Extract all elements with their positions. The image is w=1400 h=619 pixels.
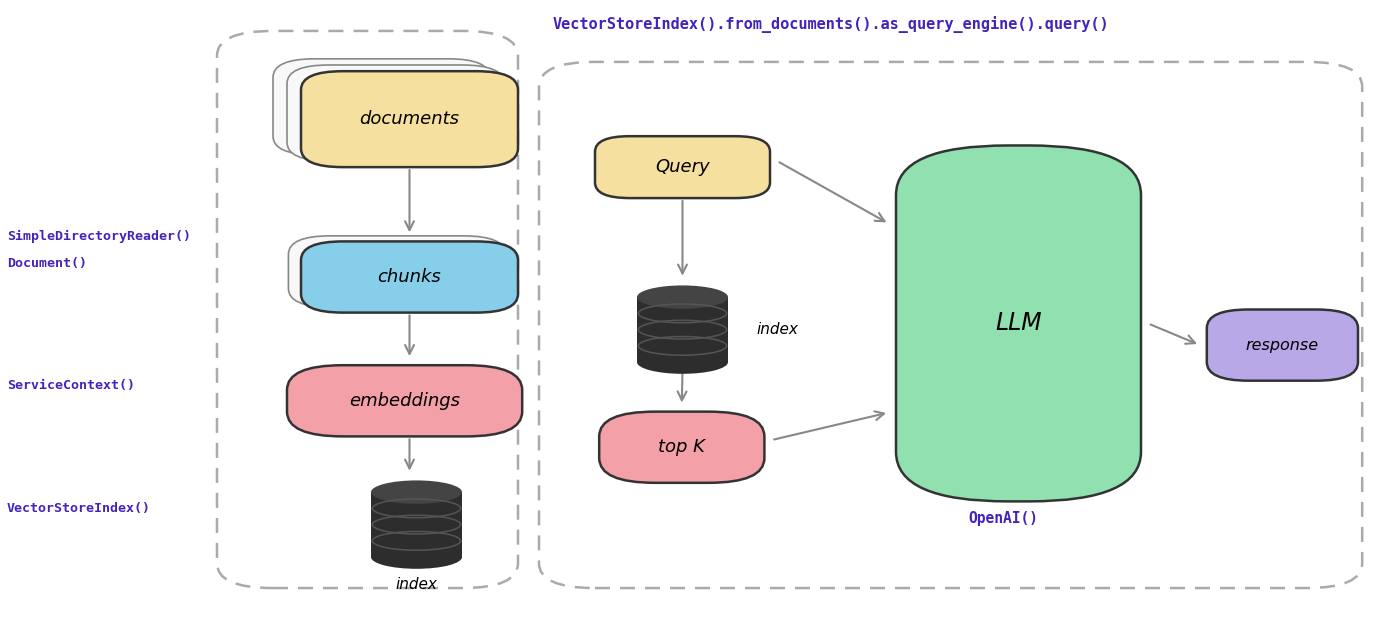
Text: LLM: LLM: [995, 311, 1042, 335]
FancyBboxPatch shape: [595, 136, 770, 198]
Text: SimpleDirectoryReader(): SimpleDirectoryReader(): [7, 230, 190, 243]
Ellipse shape: [637, 350, 728, 374]
Text: VectorStoreIndex(): VectorStoreIndex(): [7, 502, 151, 516]
Polygon shape: [637, 297, 728, 362]
Text: embeddings: embeddings: [349, 392, 461, 410]
FancyBboxPatch shape: [1207, 310, 1358, 381]
Text: VectorStoreIndex().from_documents().as_query_engine().query(): VectorStoreIndex().from_documents().as_q…: [553, 16, 1110, 33]
FancyBboxPatch shape: [287, 65, 504, 161]
FancyBboxPatch shape: [273, 59, 490, 155]
Text: index: index: [756, 322, 798, 337]
FancyBboxPatch shape: [599, 412, 764, 483]
FancyBboxPatch shape: [896, 145, 1141, 501]
FancyBboxPatch shape: [301, 71, 518, 167]
Ellipse shape: [637, 285, 728, 309]
Text: ServiceContext(): ServiceContext(): [7, 378, 134, 392]
FancyBboxPatch shape: [301, 241, 518, 313]
Text: top K: top K: [658, 438, 706, 456]
Ellipse shape: [371, 480, 462, 504]
FancyBboxPatch shape: [288, 236, 505, 307]
Text: response: response: [1246, 337, 1319, 353]
Text: Query: Query: [655, 158, 710, 176]
Text: chunks: chunks: [378, 268, 441, 286]
Text: index: index: [396, 578, 437, 592]
Text: OpenAI(): OpenAI(): [969, 511, 1039, 526]
Text: Document(): Document(): [7, 256, 87, 270]
Ellipse shape: [371, 545, 462, 569]
Polygon shape: [371, 492, 462, 557]
Text: documents: documents: [360, 110, 459, 128]
FancyBboxPatch shape: [287, 365, 522, 436]
